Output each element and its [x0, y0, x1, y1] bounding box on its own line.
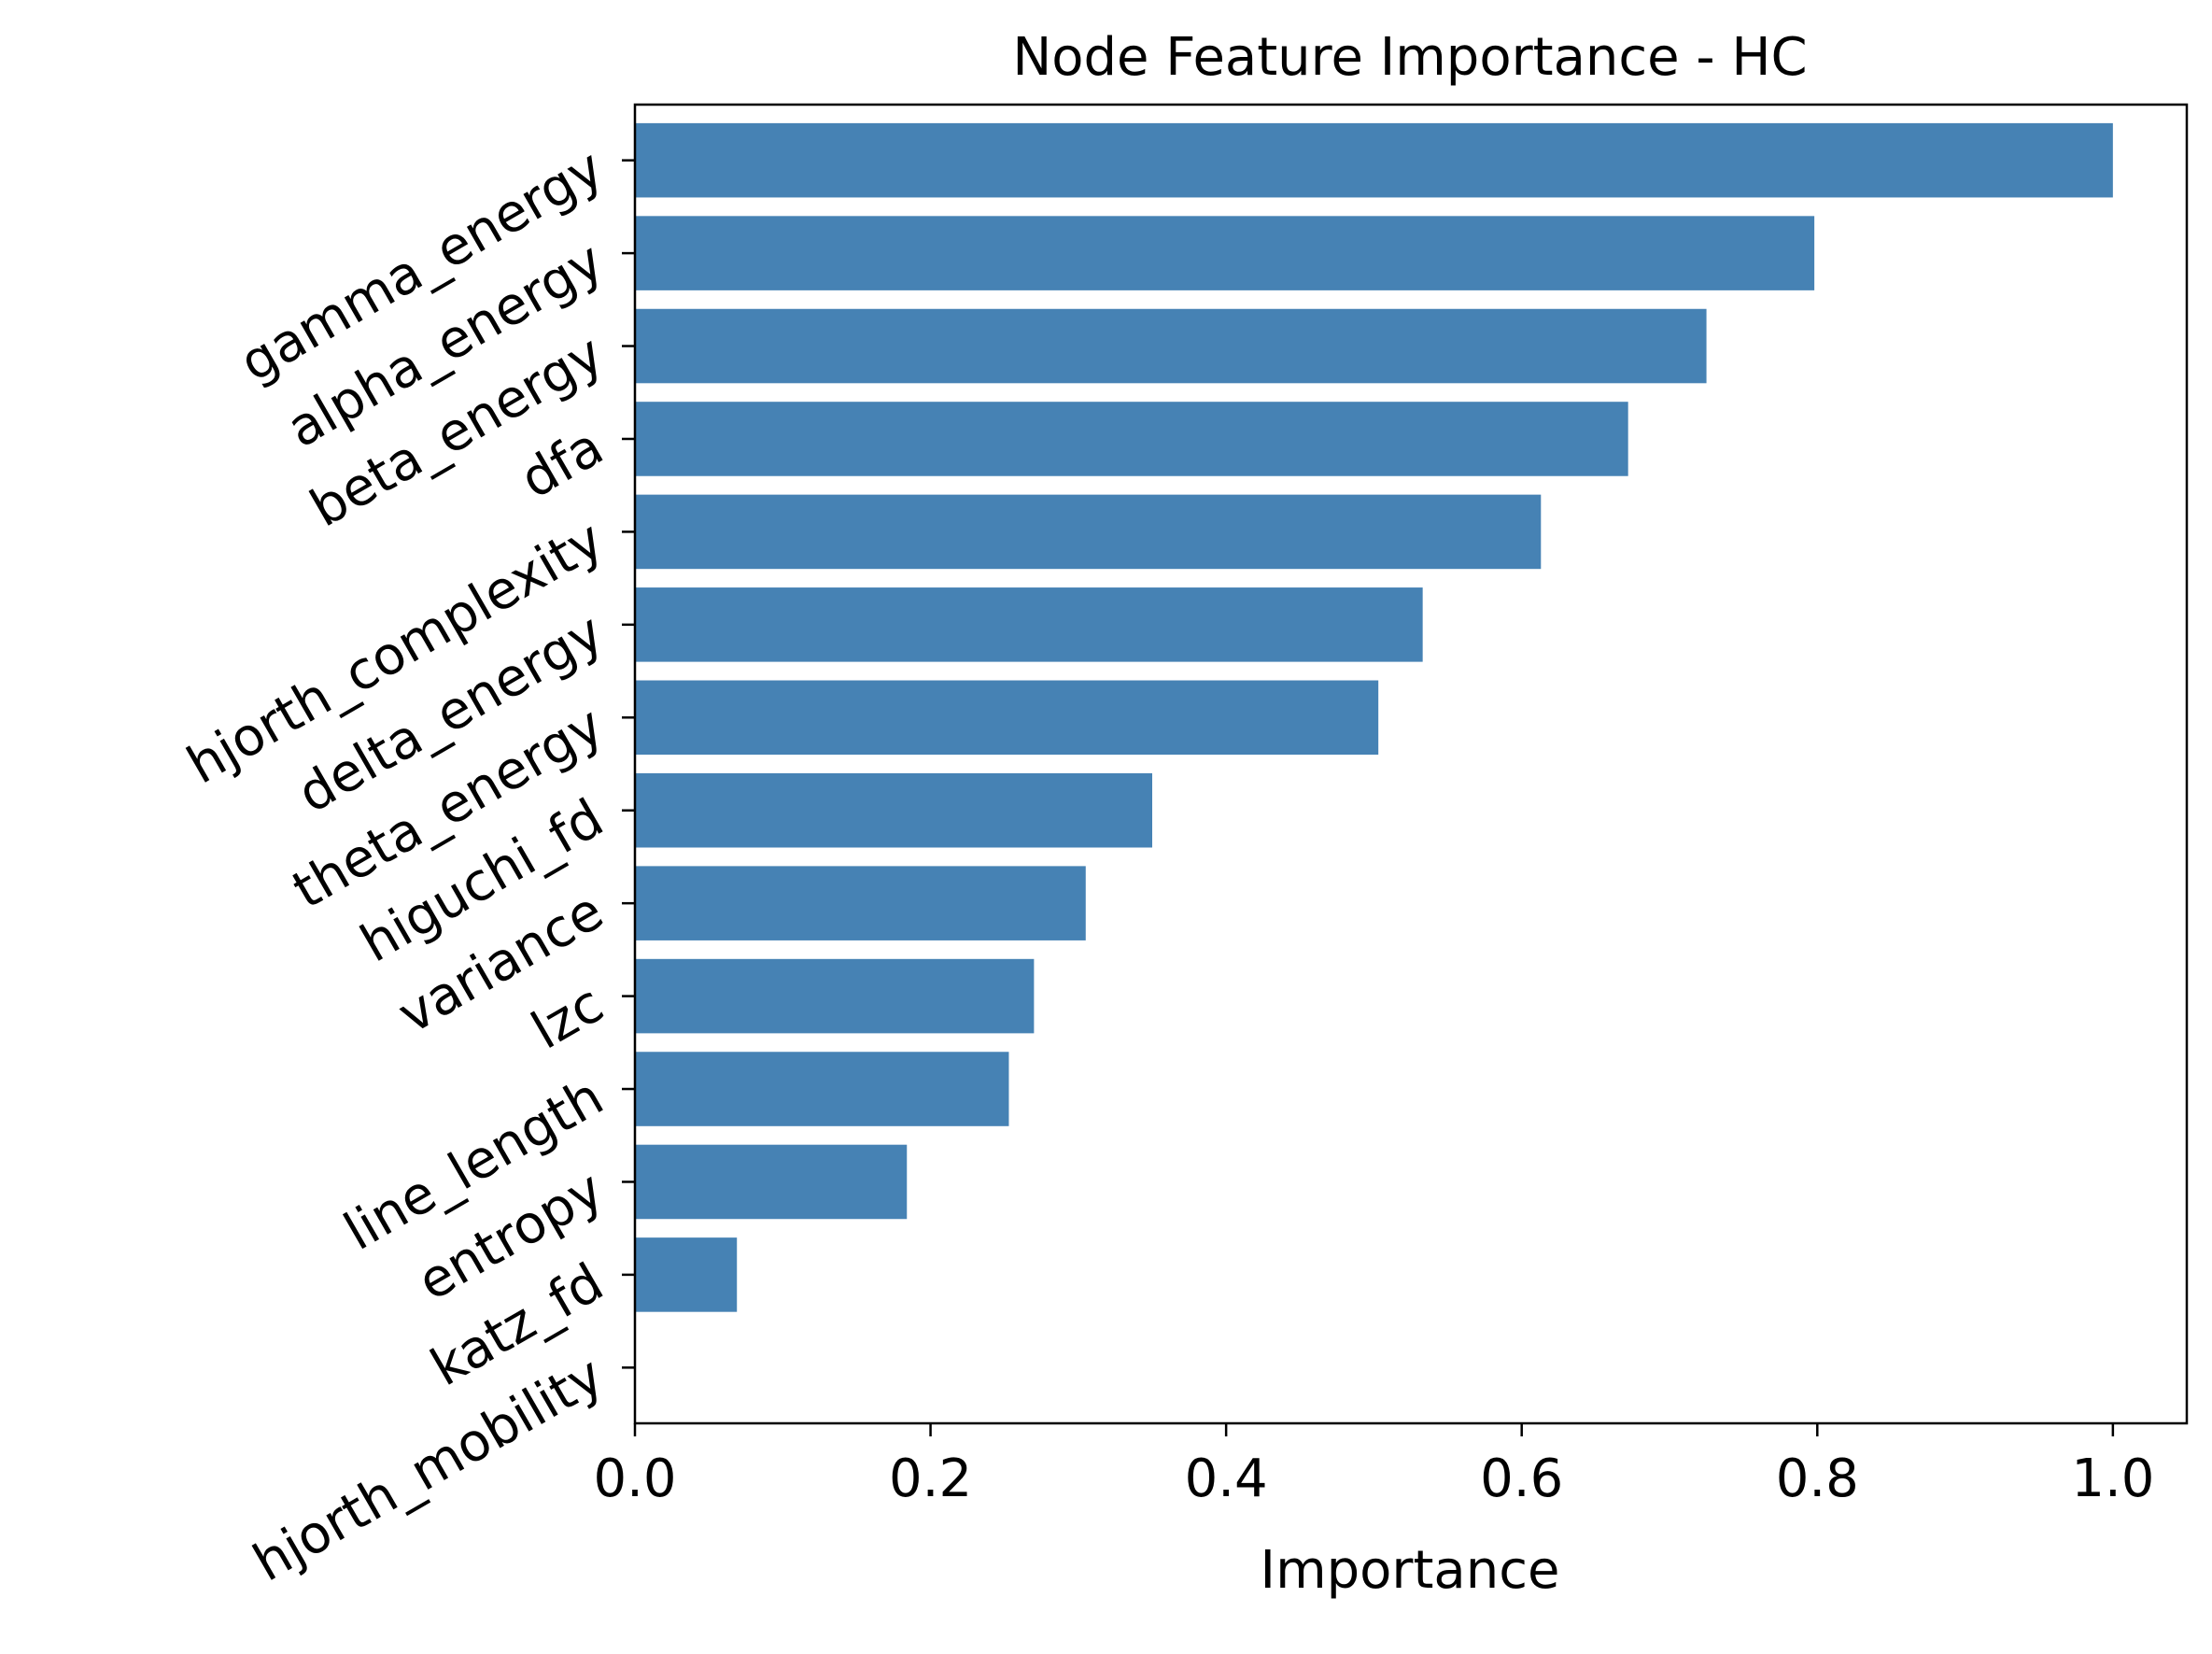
x-tick-label: 0.0 [593, 1449, 676, 1509]
y-ticks-group: gamma_energyalpha_energybeta_energydfahj… [177, 137, 635, 1593]
bar-line-length [635, 1052, 1009, 1126]
x-ticks-group: 0.0 0.2 0.4 0.6 0.8 1.0 [593, 1423, 2154, 1509]
bar-entropy [635, 1144, 908, 1220]
x-tick-label: 0.8 [1776, 1449, 1859, 1509]
x-tick-label: 1.0 [2071, 1449, 2154, 1509]
y-tick-label: lzc [522, 973, 613, 1061]
bar-hjorth-complexity [635, 494, 1542, 570]
x-tick-label: 0.2 [889, 1449, 972, 1509]
bar-lzc [635, 958, 1035, 1034]
bar-katz-fd [635, 1237, 738, 1312]
chart-title: Node Feature Importance - HC [1012, 27, 1807, 88]
bar-gamma-energy [635, 122, 2113, 198]
y-tick-label: hjorth_mobility [244, 1345, 613, 1593]
x-tick-label: 0.6 [1480, 1449, 1563, 1509]
bar-variance [635, 866, 1086, 940]
bar-theta-energy [635, 680, 1379, 756]
y-tick-label: dfa [511, 417, 613, 511]
bar-delta-energy [635, 587, 1423, 662]
bar-higuchi-fd [635, 772, 1152, 848]
bar-dfa [635, 402, 1628, 476]
bar-beta-energy [635, 308, 1707, 384]
x-axis-label: Importance [1261, 1540, 1560, 1601]
bars-group [635, 122, 2113, 1312]
x-tick-label: 0.4 [1185, 1449, 1268, 1509]
bar-alpha-energy [635, 216, 1815, 290]
plot-frame [633, 103, 2189, 1425]
